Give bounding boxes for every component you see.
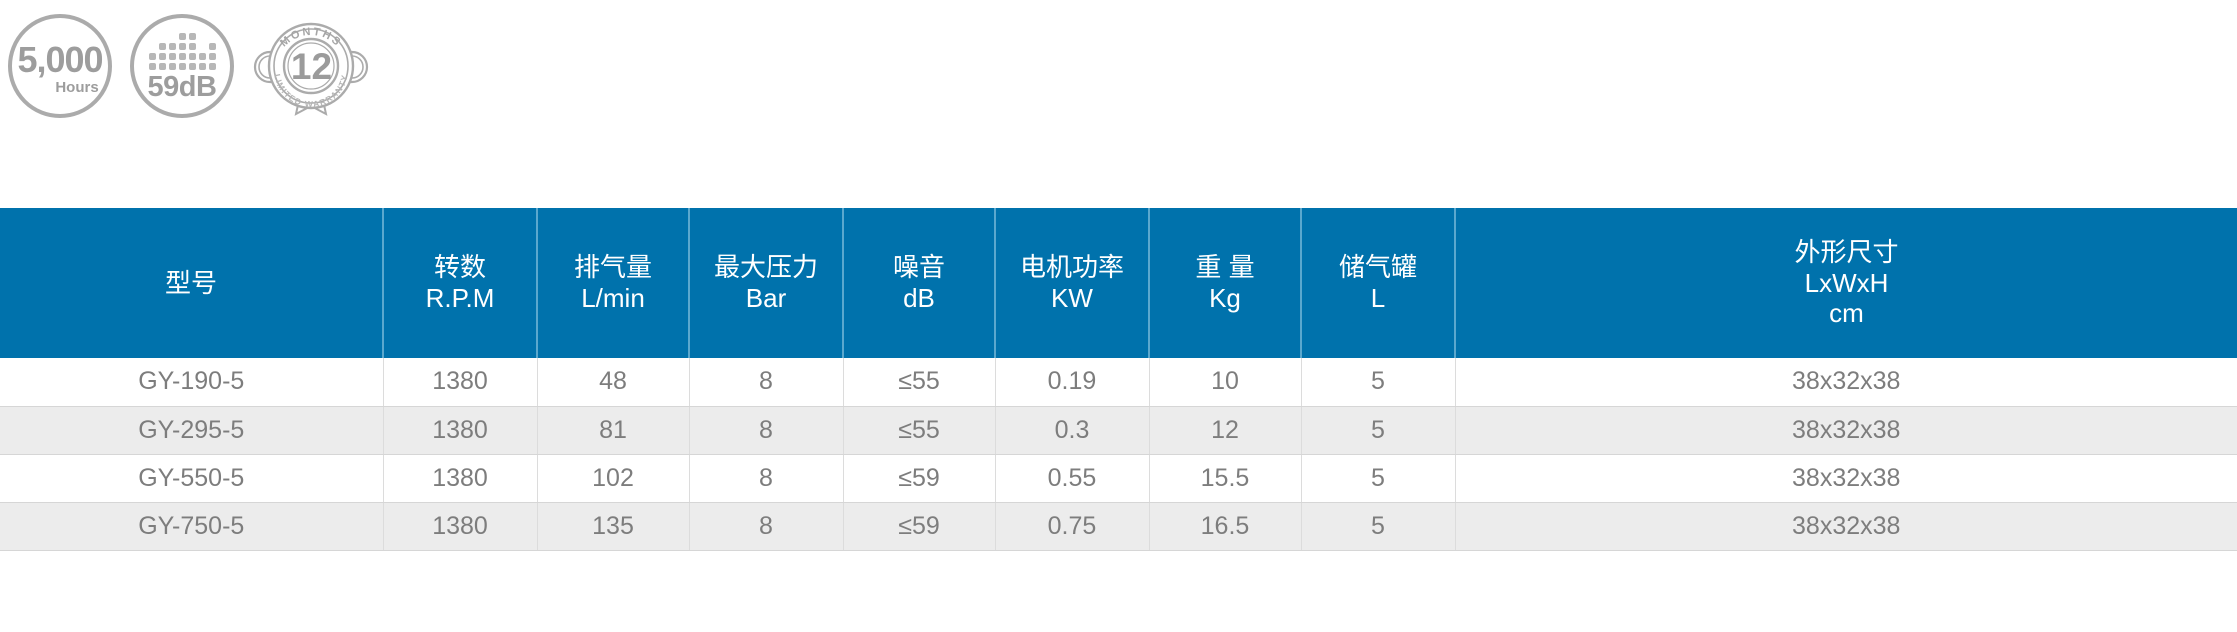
cell-motor-power: 0.55 [995, 454, 1150, 503]
equalizer-bars-icon [148, 32, 216, 70]
cell-max-pressure: 8 [689, 406, 844, 455]
column-header-noise-cn: 噪音 [892, 252, 945, 283]
cell-motor-power: 0.19 [995, 358, 1150, 407]
column-header-motor-power-en: KW [1051, 283, 1093, 313]
cell-model: GY-550-5 [0, 454, 384, 503]
hours-badge-value: 5,000 [17, 38, 103, 80]
table-row: GY-750-5 1380 135 8 ≤59 0.75 16.5 5 38x3… [0, 502, 2237, 551]
cell-model: GY-750-5 [0, 502, 384, 551]
warranty-months-value: 12 [290, 45, 333, 87]
cell-rpm: 1380 [383, 502, 538, 551]
cell-weight: 15.5 [1149, 454, 1302, 503]
cell-air-flow: 48 [537, 358, 690, 407]
column-header-rpm-cn: 转数 [433, 252, 486, 283]
column-header-dimensions-unit: cm [1829, 298, 1864, 329]
cell-max-pressure: 8 [689, 502, 844, 551]
cell-weight: 16.5 [1149, 502, 1302, 551]
column-header-noise-en: dB [903, 283, 935, 313]
warranty-seal-icon: MONTHS LIMITED WARRANTY [253, 22, 369, 116]
column-header-tank-cn: 储气罐 [1338, 252, 1417, 283]
column-header-rpm: 转数 R.P.M [383, 208, 538, 358]
table-row: GY-295-5 1380 81 8 ≤55 0.3 12 5 38x32x38 [0, 406, 2237, 455]
column-header-tank-en: L [1370, 283, 1386, 313]
table-row: GY-550-5 1380 102 8 ≤59 0.55 15.5 5 38x3… [0, 454, 2237, 503]
cell-tank: 5 [1301, 406, 1456, 455]
cell-air-flow: 81 [537, 406, 690, 455]
column-header-weight: 重 量 Kg [1149, 208, 1302, 358]
cell-max-pressure: 8 [689, 454, 844, 503]
cell-air-flow: 135 [537, 502, 690, 551]
cell-air-flow: 102 [537, 454, 690, 503]
cell-motor-power: 0.3 [995, 406, 1150, 455]
column-header-model: 型号 [0, 208, 384, 358]
cell-dimensions: 38x32x38 [1455, 454, 2237, 503]
cell-noise: ≤55 [843, 358, 996, 407]
table-header-row: 型号 转数 R.P.M 排气量 L/min 最大压力 Bar 噪音 dB [0, 208, 2237, 358]
column-header-air-flow-en: L/min [581, 283, 645, 313]
column-header-max-pressure-cn: 最大压力 [713, 252, 818, 283]
column-header-max-pressure-en: Bar [745, 283, 787, 313]
cell-rpm: 1380 [383, 454, 538, 503]
cell-model: GY-295-5 [0, 406, 384, 455]
column-header-tank: 储气罐 L [1301, 208, 1456, 358]
cell-dimensions: 38x32x38 [1455, 502, 2237, 551]
noise-badge-value: 59dB [147, 70, 217, 103]
cell-noise: ≤59 [843, 454, 996, 503]
column-header-motor-power: 电机功率 KW [995, 208, 1150, 358]
cell-tank: 5 [1301, 454, 1456, 503]
column-header-weight-en: Kg [1209, 283, 1241, 313]
cell-tank: 5 [1301, 358, 1456, 407]
specification-table: 型号 转数 R.P.M 排气量 L/min 最大压力 Bar 噪音 dB [0, 208, 2237, 551]
table-row: GY-190-5 1380 48 8 ≤55 0.19 10 5 38x32x3… [0, 358, 2237, 407]
column-header-motor-power-cn: 电机功率 [1019, 252, 1124, 283]
hours-badge: 5,000 Hours [8, 14, 112, 118]
cell-rpm: 1380 [383, 406, 538, 455]
column-header-air-flow: 排气量 L/min [537, 208, 690, 358]
cell-max-pressure: 8 [689, 358, 844, 407]
column-header-dimensions-en: LxWxH [1804, 267, 1889, 298]
column-header-dimensions: 外形尺寸 LxWxH cm [1455, 208, 2237, 358]
column-header-weight-cn: 重 量 [1195, 252, 1255, 283]
cell-noise: ≤55 [843, 406, 996, 455]
hours-badge-unit: Hours [55, 78, 99, 96]
feature-badge-strip: 5,000 Hours 59dB [8, 6, 370, 126]
cell-dimensions: 38x32x38 [1455, 406, 2237, 455]
cell-tank: 5 [1301, 502, 1456, 551]
column-header-air-flow-cn: 排气量 [573, 252, 652, 283]
column-header-model-cn: 型号 [164, 267, 217, 298]
noise-badge: 59dB [130, 14, 234, 118]
column-header-rpm-en: R.P.M [425, 283, 495, 313]
cell-weight: 12 [1149, 406, 1302, 455]
warranty-badge: MONTHS LIMITED WARRANTY 12 [252, 14, 370, 118]
cell-noise: ≤59 [843, 502, 996, 551]
column-header-max-pressure: 最大压力 Bar [689, 208, 844, 358]
cell-motor-power: 0.75 [995, 502, 1150, 551]
cell-weight: 10 [1149, 358, 1302, 407]
column-header-noise: 噪音 dB [843, 208, 996, 358]
cell-dimensions: 38x32x38 [1455, 358, 2237, 407]
column-header-dimensions-cn: 外形尺寸 [1794, 236, 1899, 267]
cell-rpm: 1380 [383, 358, 538, 407]
cell-model: GY-190-5 [0, 358, 384, 407]
